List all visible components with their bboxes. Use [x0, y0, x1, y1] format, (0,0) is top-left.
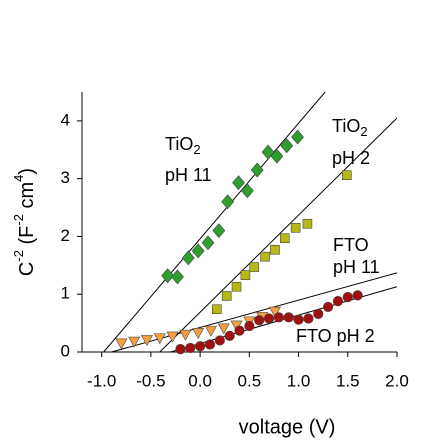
- annotation-sub: 2: [193, 142, 200, 157]
- y-tick-label: 1: [61, 284, 70, 303]
- marker: [115, 338, 128, 350]
- marker: [191, 243, 205, 259]
- marker: [214, 335, 225, 346]
- marker: [260, 251, 270, 262]
- annotation: FTO pH 2: [296, 326, 375, 346]
- marker: [313, 308, 324, 319]
- x-tick-label: 0.0: [188, 371, 212, 390]
- marker: [240, 270, 251, 280]
- y-axis-label-part: C: [16, 262, 38, 276]
- marker: [175, 344, 186, 355]
- annotation-part: pH 11: [333, 257, 380, 277]
- marker: [204, 325, 217, 337]
- marker: [221, 194, 235, 210]
- marker: [279, 233, 290, 243]
- x-tick-label: -1.0: [87, 371, 116, 390]
- y-axis-label: C-2 (F-2 cm4): [11, 168, 38, 276]
- marker: [166, 331, 179, 343]
- annotation-part: TiO: [165, 134, 193, 154]
- y-tick-label: 0: [61, 341, 70, 360]
- y-axis-label-part: ): [16, 168, 38, 175]
- marker: [341, 170, 352, 180]
- marker: [263, 313, 275, 324]
- marker: [221, 291, 232, 301]
- annotation-part: FTO: [333, 235, 369, 255]
- marker: [171, 269, 184, 285]
- x-axis-label: voltage (V): [239, 416, 336, 438]
- marker: [212, 223, 226, 239]
- marker: [195, 341, 206, 352]
- y-axis-label-part: (F: [16, 226, 38, 250]
- marker: [250, 162, 264, 178]
- y-axis-label-sup: 4: [11, 175, 26, 182]
- marker: [332, 296, 344, 307]
- annotation-sub: 2: [360, 124, 367, 139]
- marker: [268, 306, 281, 318]
- marker: [185, 342, 196, 354]
- marker: [280, 138, 294, 154]
- x-tick-label: -0.5: [136, 371, 165, 390]
- marker: [302, 218, 313, 229]
- annotation-part: TiO: [332, 116, 360, 136]
- marker: [201, 235, 215, 251]
- x-tick-label: 1.0: [287, 371, 311, 390]
- marker: [291, 129, 304, 145]
- marker: [249, 262, 260, 272]
- marker: [283, 312, 294, 323]
- marker: [181, 250, 195, 266]
- y-tick-label: 4: [61, 110, 70, 129]
- x-tick-label: 2.0: [385, 371, 409, 390]
- marker: [270, 244, 280, 255]
- marker: [254, 315, 265, 326]
- marker: [217, 323, 230, 335]
- marker: [290, 222, 301, 233]
- annotation: TiO2: [165, 134, 201, 158]
- fit-line: [159, 117, 397, 352]
- marker: [303, 313, 314, 324]
- marker: [153, 333, 166, 345]
- y-axis-label-part: cm: [16, 182, 38, 214]
- annotation: FTO: [333, 235, 369, 255]
- annotation-part: pH 2: [332, 148, 370, 168]
- x-tick-label: 0.5: [238, 371, 262, 390]
- fit-line: [103, 92, 326, 352]
- y-tick-label: 2: [61, 226, 70, 245]
- annotation: pH 11: [333, 257, 380, 277]
- marker: [192, 328, 205, 340]
- y-tick-label: 3: [61, 168, 70, 187]
- marker: [179, 329, 192, 341]
- marker: [128, 336, 141, 348]
- marker: [293, 314, 304, 325]
- marker: [204, 339, 216, 350]
- marker: [212, 304, 222, 315]
- marker: [352, 290, 363, 301]
- annotation: pH 2: [332, 148, 370, 168]
- marker: [270, 148, 284, 164]
- marker: [224, 330, 235, 341]
- marker: [234, 325, 245, 336]
- annotation-part: pH 11: [165, 165, 212, 185]
- x-tick-label: 1.5: [336, 371, 360, 390]
- marker: [232, 175, 245, 191]
- marker: [244, 320, 255, 332]
- y-axis-label-sup: -2: [11, 250, 26, 262]
- marker: [240, 183, 254, 199]
- marker: [273, 312, 284, 323]
- annotation: TiO2: [332, 116, 368, 140]
- annotation-part: FTO pH 2: [296, 326, 375, 346]
- marker: [140, 335, 153, 346]
- marker: [342, 292, 353, 303]
- marker: [231, 281, 242, 292]
- marker: [161, 268, 175, 284]
- y-axis-label-sup: -2: [11, 214, 26, 226]
- marker: [322, 301, 334, 313]
- annotation: pH 11: [165, 165, 212, 185]
